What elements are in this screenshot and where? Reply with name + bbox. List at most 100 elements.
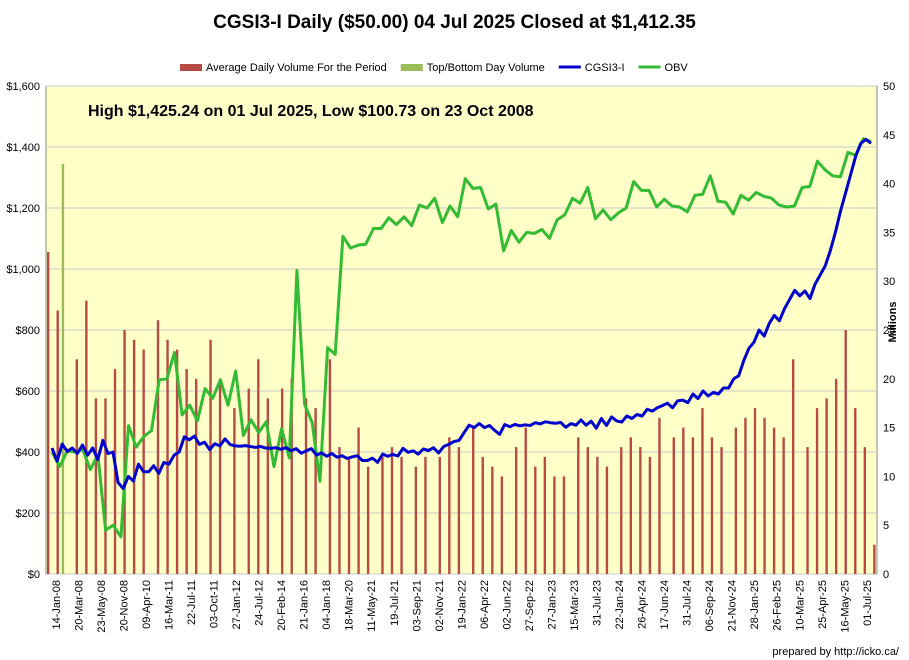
- avg-volume-bar: [357, 427, 360, 574]
- x-tick-label: 20-Feb-14: [276, 580, 288, 631]
- avg-volume-bar: [156, 320, 160, 574]
- avg-volume-bar: [390, 447, 394, 574]
- avg-volume-bar: [744, 417, 747, 574]
- avg-volume-bar: [834, 378, 838, 574]
- x-tick-label: 14-Jan-08: [51, 580, 63, 630]
- x-tick-label: 11-May-21: [366, 580, 378, 632]
- avg-volume-bar: [166, 339, 169, 574]
- avg-volume-bar: [825, 398, 828, 574]
- avg-volume-bar: [873, 544, 876, 574]
- legend: Average Daily Volume For the Period Top/B…: [180, 62, 688, 74]
- x-tick-label: 20-Mar-08: [73, 580, 85, 631]
- avg-volume-bar: [195, 378, 198, 574]
- x-tick-label: 10-Mar-25: [794, 580, 806, 631]
- avg-volume-bar: [304, 398, 308, 574]
- avg-volume-bar: [257, 359, 260, 574]
- y-right-tick-label: 40: [883, 179, 895, 191]
- y-left-tick-label: $1,600: [6, 81, 40, 93]
- y-left-tick-label: $400: [16, 447, 40, 459]
- x-tick-label: 26-Feb-25: [772, 580, 784, 631]
- legend-label: Average Daily Volume For the Period: [206, 62, 387, 74]
- x-tick-label: 21-Nov-24: [727, 580, 739, 631]
- avg-volume-bar: [763, 417, 766, 574]
- avg-volume-bar: [577, 437, 580, 574]
- avg-volume-bar: [543, 456, 547, 574]
- x-tick-label: 19-Jan-22: [456, 580, 468, 630]
- y-left-tick-label: $600: [16, 386, 40, 398]
- avg-volume-bar: [280, 388, 284, 574]
- x-tick-label: 27-Jan-23: [546, 580, 558, 630]
- avg-volume-bar: [720, 447, 723, 574]
- avg-volume-bar: [56, 310, 59, 574]
- avg-volume-bar: [605, 466, 609, 574]
- x-tick-label: 27-Jan-12: [231, 580, 243, 630]
- x-tick-label: 06-Sep-24: [704, 580, 716, 631]
- avg-volume-bar: [218, 378, 222, 574]
- avg-volume-bar: [658, 417, 661, 574]
- avg-volume-bar: [782, 437, 785, 574]
- avg-volume-bar: [175, 349, 179, 574]
- y-right-tick-label: 25: [883, 325, 895, 337]
- volume-bars: [46, 164, 876, 575]
- avg-volume-bar: [75, 359, 78, 574]
- chart-title: CGSI3-I Daily ($50.00) 04 Jul 2025 Close…: [213, 12, 696, 33]
- x-tick-label: 19-Jul-21: [389, 580, 401, 626]
- y-right-tick-label: 15: [883, 423, 895, 435]
- avg-volume-bar: [734, 427, 738, 574]
- y-right-tick-label: 5: [883, 520, 889, 532]
- x-tick-label: 21-Jan-16: [299, 580, 311, 630]
- top-volume-bar: [61, 164, 65, 574]
- avg-volume-bar: [472, 427, 475, 574]
- avg-volume-bar: [448, 437, 451, 574]
- x-tick-label: 25-Apr-25: [817, 580, 829, 629]
- chart-annotation: High $1,425.24 on 01 Jul 2025, Low $100.…: [88, 103, 534, 120]
- avg-volume-bar: [524, 427, 527, 574]
- price-line: [50, 137, 872, 491]
- x-tick-label: 17-Jun-24: [659, 580, 671, 630]
- x-tick-label: 22-Jul-11: [186, 580, 198, 625]
- y-right-tick-label: 35: [883, 227, 895, 239]
- x-tick-label: 09-Apr-10: [141, 580, 153, 629]
- legend-swatch: [180, 64, 202, 71]
- avg-volume-bar: [132, 339, 136, 574]
- avg-volume-bar: [710, 437, 714, 574]
- avg-volume-bar: [457, 447, 461, 574]
- y-left-tick-label: $0: [28, 569, 40, 581]
- avg-volume-bar: [209, 339, 212, 574]
- avg-volume-bar: [815, 408, 819, 574]
- y-right-tick-label: 45: [883, 130, 895, 142]
- avg-volume-bar: [338, 447, 341, 574]
- y-left-tick-label: $800: [16, 325, 40, 337]
- x-tick-label: 20-Nov-08: [118, 580, 130, 631]
- y-left-tick-label: $200: [16, 508, 40, 520]
- avg-volume-bar: [104, 398, 107, 574]
- avg-volume-bar: [791, 359, 795, 574]
- avg-volume-bar: [424, 456, 427, 574]
- avg-volume-bar: [806, 447, 809, 574]
- avg-volume-bar: [142, 349, 145, 574]
- avg-volume-bar: [94, 398, 98, 574]
- legend-label: CGSI3-I: [585, 62, 625, 74]
- x-tick-label: 27-Sep-22: [524, 580, 536, 631]
- x-tick-label: 26-Apr-24: [637, 580, 649, 629]
- y-left-tick-label: $1,400: [6, 142, 40, 154]
- x-tick-label: 18-Mar-20: [344, 580, 356, 631]
- avg-volume-bar: [854, 408, 857, 574]
- avg-volume-bar: [314, 408, 317, 574]
- avg-volume-bar: [400, 456, 403, 574]
- avg-volume-bar: [185, 369, 188, 574]
- x-tick-label: 15-Mar-23: [569, 580, 581, 631]
- y-right-tick-label: 30: [883, 276, 895, 288]
- avg-volume-bar: [514, 447, 518, 574]
- series-lines: [50, 137, 872, 539]
- axes: $0 $200 $400 $600 $800 $1,000 $1,200 $1,400 $1,6…: [6, 81, 895, 633]
- avg-volume-bar: [381, 456, 384, 574]
- avg-volume-bar: [438, 456, 441, 574]
- avg-volume-bar: [328, 359, 332, 574]
- avg-volume-bar: [46, 251, 50, 575]
- avg-volume-bar: [366, 466, 370, 574]
- x-tick-label: 22-Jan-24: [614, 580, 626, 630]
- y-right-tick-label: 20: [883, 374, 895, 386]
- avg-volume-bar: [233, 408, 236, 574]
- footer-credit: prepared by http://icko.ca/: [772, 646, 899, 658]
